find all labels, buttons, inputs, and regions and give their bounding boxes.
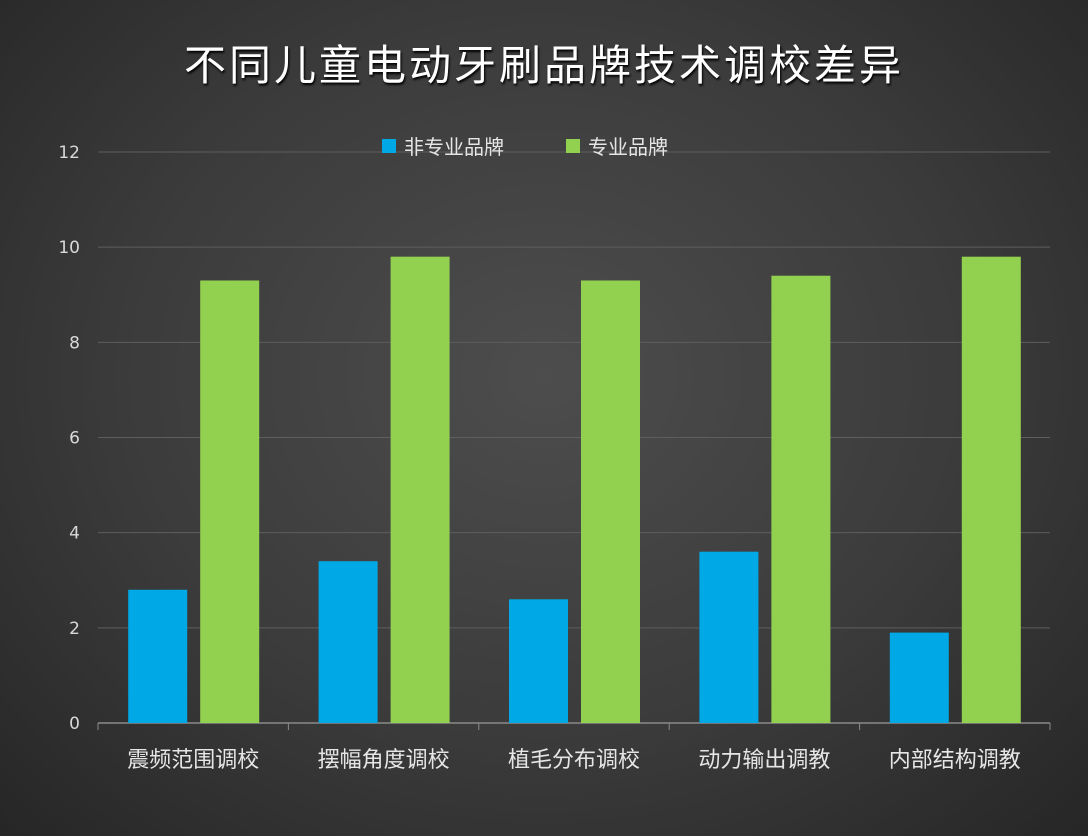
bar-non-professional [889, 632, 949, 723]
y-tick-label: 6 [69, 429, 80, 449]
x-category-label: 内部结构调教 [889, 748, 1021, 773]
bar-non-professional [509, 599, 568, 723]
y-tick-label: 4 [69, 524, 80, 544]
x-category-label: 动力输出调教 [698, 748, 830, 773]
y-tick-label: 0 [69, 714, 80, 734]
y-tick-label: 12 [58, 143, 80, 163]
chart-title: 不同儿童电动牙刷品牌技术调校差异 [183, 41, 904, 90]
y-tick-label: 10 [58, 238, 80, 258]
legend-swatch [382, 139, 396, 153]
y-tick-label: 2 [69, 619, 80, 639]
bar-non-professional [128, 589, 188, 723]
x-category-label: 植毛分布调校 [508, 748, 640, 773]
x-category-label: 摆幅角度调校 [318, 748, 450, 773]
x-category-label: 震频范围调校 [127, 748, 259, 773]
y-tick-label: 8 [69, 333, 80, 353]
bar-professional [200, 280, 260, 723]
bar-professional [581, 280, 640, 723]
bar-professional [961, 256, 1021, 723]
bar-professional [390, 256, 450, 723]
legend-label: 专业品牌 [588, 135, 668, 159]
legend-label: 非专业品牌 [404, 135, 504, 159]
bar-non-professional [699, 551, 759, 723]
bar-professional [771, 275, 831, 723]
legend-swatch [566, 139, 580, 153]
bar-non-professional [318, 561, 378, 723]
